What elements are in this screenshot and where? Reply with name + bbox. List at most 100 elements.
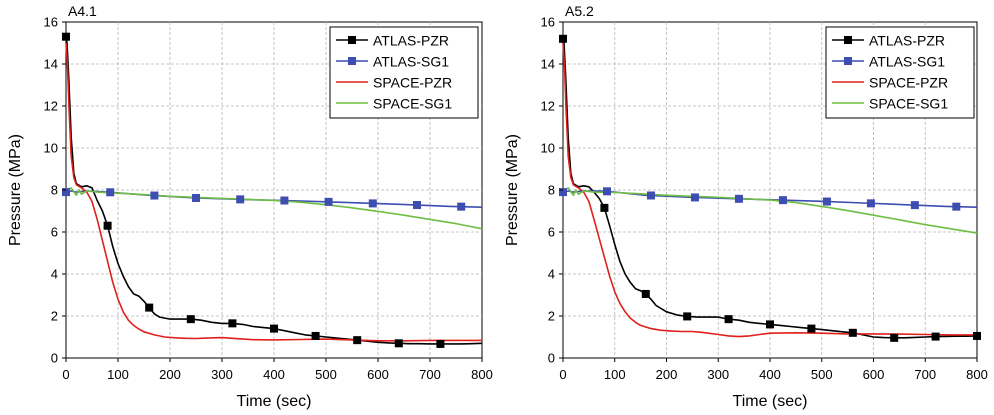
chart-panel-a4-1: 0 100 200 300 400 500 600 700 800 0 2 4 6 8 10 12 14 16 A… xyxy=(7,3,493,410)
y-tick-label: 12 xyxy=(44,99,58,114)
y-tick-label: 16 xyxy=(44,15,58,30)
legend-entry-space-sg1: SPACE-SG1 xyxy=(336,96,452,112)
data-point-atlas-pzr xyxy=(807,324,816,333)
data-point-atlas-sg1 xyxy=(280,196,289,205)
data-point-atlas-sg1 xyxy=(62,188,70,197)
axes: 0 100 200 300 400 500 600 700 800 0 2 4 6 8 10 12 14 16 xyxy=(541,15,988,383)
data-point-atlas-pzr xyxy=(62,32,70,41)
y-tick-label: 10 xyxy=(541,141,555,156)
data-point-atlas-sg1 xyxy=(734,194,743,203)
chart-panel-a5-2: 0 100 200 300 400 500 600 700 800 0 2 4 6 8 10 12 14 16 A… xyxy=(504,3,988,410)
data-point-atlas-pzr xyxy=(103,221,112,230)
y-tick-label: 0 xyxy=(548,351,555,366)
data-point-atlas-pzr xyxy=(890,333,899,342)
legend-entry-space-sg1: SPACE-SG1 xyxy=(832,96,948,112)
series-layer xyxy=(62,32,483,348)
x-tick-label: 600 xyxy=(367,367,389,382)
data-point-atlas-pzr xyxy=(559,34,567,43)
x-tick-label: 200 xyxy=(656,367,678,382)
x-tick-label: 800 xyxy=(966,367,988,382)
data-point-atlas-pzr xyxy=(766,320,774,329)
legend-entry-atlas-pzr: ATLAS-PZR xyxy=(336,33,449,49)
x-tick-label: 0 xyxy=(62,367,69,382)
x-tick-label: 700 xyxy=(914,367,936,382)
data-point-atlas-pzr xyxy=(270,324,278,333)
legend-marker-atlas-sg1 xyxy=(348,57,356,65)
x-tick-label: 200 xyxy=(159,367,181,382)
data-point-atlas-pzr xyxy=(973,331,981,340)
data-point-atlas-pzr xyxy=(436,339,445,348)
legend-label-space-sg1: SPACE-SG1 xyxy=(373,96,452,112)
x-tick-label: 100 xyxy=(604,367,626,382)
x-axis-label: Time (sec) xyxy=(733,393,808,410)
x-tick-label: 0 xyxy=(559,367,566,382)
data-point-atlas-pzr xyxy=(228,319,237,328)
x-tick-label: 500 xyxy=(315,367,337,382)
legend-label-atlas-pzr: ATLAS-PZR xyxy=(869,33,945,49)
y-tick-label: 16 xyxy=(541,15,555,30)
y-tick-label: 8 xyxy=(51,183,58,198)
series-layer xyxy=(559,34,981,342)
series-line-space-pzr xyxy=(562,42,977,338)
y-tick-label: 4 xyxy=(51,267,58,282)
chart-title: A4.1 xyxy=(68,3,97,19)
y-tick-label: 0 xyxy=(51,351,58,366)
series-line-space-pzr xyxy=(65,42,482,342)
x-tick-label: 400 xyxy=(759,367,781,382)
legend-entry-atlas-sg1: ATLAS-SG1 xyxy=(832,54,945,70)
x-tick-label: 100 xyxy=(107,367,129,382)
data-point-atlas-pzr xyxy=(145,303,154,312)
data-point-atlas-pzr xyxy=(186,315,195,324)
y-tick-label: 6 xyxy=(51,225,58,240)
legend: ATLAS-PZR ATLAS-SG1 SPACE-PZR SPACE-SG1 xyxy=(825,26,975,119)
data-point-atlas-pzr xyxy=(600,203,609,212)
y-axis-label: Pressure (MPa) xyxy=(504,134,521,246)
data-point-atlas-sg1 xyxy=(822,197,831,206)
data-point-atlas-pzr xyxy=(353,336,362,345)
chart-title: A5.2 xyxy=(565,3,594,19)
x-axis-label: Time (sec) xyxy=(237,393,312,410)
data-point-atlas-sg1 xyxy=(236,195,245,204)
x-tick-label: 500 xyxy=(811,367,833,382)
x-tick-label: 600 xyxy=(863,367,885,382)
data-point-atlas-sg1 xyxy=(106,188,115,197)
data-point-atlas-pzr xyxy=(683,312,692,321)
y-tick-label: 14 xyxy=(541,57,555,72)
legend-marker-atlas-pzr xyxy=(348,36,356,44)
data-point-atlas-sg1 xyxy=(866,199,875,208)
legend-marker-atlas-sg1 xyxy=(844,57,852,65)
y-tick-label: 6 xyxy=(548,225,555,240)
legend-entry-space-pzr: SPACE-PZR xyxy=(336,75,452,91)
data-point-atlas-sg1 xyxy=(150,191,159,200)
x-tick-label: 800 xyxy=(471,367,493,382)
legend-entry-atlas-pzr: ATLAS-PZR xyxy=(832,33,945,49)
data-point-atlas-pzr xyxy=(311,331,320,340)
data-point-atlas-sg1 xyxy=(324,197,333,206)
data-point-atlas-sg1 xyxy=(646,191,655,200)
legend-label-atlas-sg1: ATLAS-SG1 xyxy=(373,54,449,70)
x-tick-label: 400 xyxy=(263,367,285,382)
y-tick-label: 10 xyxy=(44,141,58,156)
data-point-atlas-sg1 xyxy=(778,196,787,205)
x-tick-label: 300 xyxy=(211,367,233,382)
data-point-atlas-sg1 xyxy=(559,188,567,197)
legend-marker-atlas-pzr xyxy=(844,36,852,44)
y-tick-label: 8 xyxy=(548,183,555,198)
y-tick-label: 14 xyxy=(44,57,58,72)
y-tick-label: 2 xyxy=(548,309,555,324)
grid-lines xyxy=(66,22,482,358)
data-point-atlas-sg1 xyxy=(602,187,611,196)
data-point-atlas-pzr xyxy=(931,332,940,341)
data-point-atlas-pzr xyxy=(724,315,733,324)
legend-label-atlas-pzr: ATLAS-PZR xyxy=(373,33,449,49)
legend-label-space-pzr: SPACE-PZR xyxy=(373,75,452,91)
legend-entry-atlas-sg1: ATLAS-SG1 xyxy=(336,54,449,70)
y-axis-label: Pressure (MPa) xyxy=(7,134,24,246)
data-point-atlas-sg1 xyxy=(910,201,919,210)
data-point-atlas-sg1 xyxy=(413,201,421,210)
series-line-atlas-pzr xyxy=(65,36,483,345)
legend-label-atlas-sg1: ATLAS-SG1 xyxy=(869,54,945,70)
legend: ATLAS-PZR ATLAS-SG1 SPACE-PZR SPACE-SG1 xyxy=(329,26,479,119)
data-point-atlas-pzr xyxy=(848,328,857,337)
